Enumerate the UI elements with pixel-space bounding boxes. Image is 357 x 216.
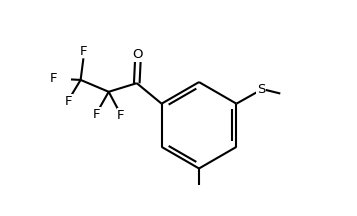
Text: F: F <box>80 45 87 58</box>
Text: F: F <box>50 72 57 85</box>
Text: F: F <box>117 109 125 122</box>
Text: O: O <box>132 48 143 61</box>
Text: S: S <box>257 83 266 96</box>
Text: F: F <box>65 95 72 108</box>
Text: F: F <box>93 108 101 121</box>
